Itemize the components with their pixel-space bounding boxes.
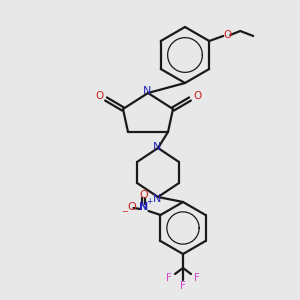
Text: O: O [95,91,103,101]
Text: N: N [153,142,161,152]
Text: F: F [180,281,186,291]
Text: −: − [121,208,128,217]
Text: O: O [127,202,136,212]
Text: N: N [153,194,161,204]
Text: F: F [194,273,200,283]
Text: O: O [139,190,148,200]
Text: F: F [166,273,172,283]
Text: O: O [193,91,201,101]
Text: O: O [223,30,231,40]
Text: +: + [146,197,153,206]
Text: N: N [143,86,151,96]
Text: N: N [139,202,148,212]
